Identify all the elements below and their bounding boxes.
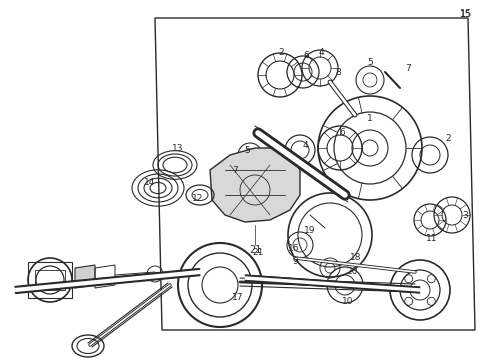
Text: 16: 16 bbox=[288, 243, 300, 252]
Text: 2: 2 bbox=[445, 134, 451, 143]
Text: 11: 11 bbox=[426, 234, 438, 243]
Polygon shape bbox=[75, 265, 95, 288]
Text: 15: 15 bbox=[460, 9, 472, 18]
Text: 2: 2 bbox=[278, 48, 284, 57]
Text: 13: 13 bbox=[172, 144, 184, 153]
Text: 14: 14 bbox=[145, 177, 156, 186]
Text: 12: 12 bbox=[192, 194, 204, 202]
Text: 1: 1 bbox=[367, 113, 373, 122]
Text: 5: 5 bbox=[244, 145, 250, 154]
Text: 17: 17 bbox=[232, 293, 244, 302]
Text: 5: 5 bbox=[367, 58, 373, 67]
Text: 4: 4 bbox=[318, 48, 324, 57]
Text: 8: 8 bbox=[335, 68, 341, 77]
Text: 9: 9 bbox=[292, 257, 298, 266]
Text: 7: 7 bbox=[405, 63, 411, 72]
Text: 15: 15 bbox=[460, 9, 472, 19]
Text: 6: 6 bbox=[339, 127, 345, 136]
Text: 10: 10 bbox=[342, 297, 354, 306]
Text: 20: 20 bbox=[346, 267, 358, 276]
Text: 21: 21 bbox=[252, 248, 264, 257]
Text: 3: 3 bbox=[462, 211, 468, 220]
Text: 21: 21 bbox=[249, 245, 261, 255]
Polygon shape bbox=[210, 148, 300, 222]
Text: 4: 4 bbox=[302, 140, 308, 149]
Text: 6: 6 bbox=[303, 50, 309, 59]
Text: 18: 18 bbox=[350, 253, 362, 262]
Text: 19: 19 bbox=[304, 225, 316, 234]
Text: 7: 7 bbox=[232, 166, 238, 175]
